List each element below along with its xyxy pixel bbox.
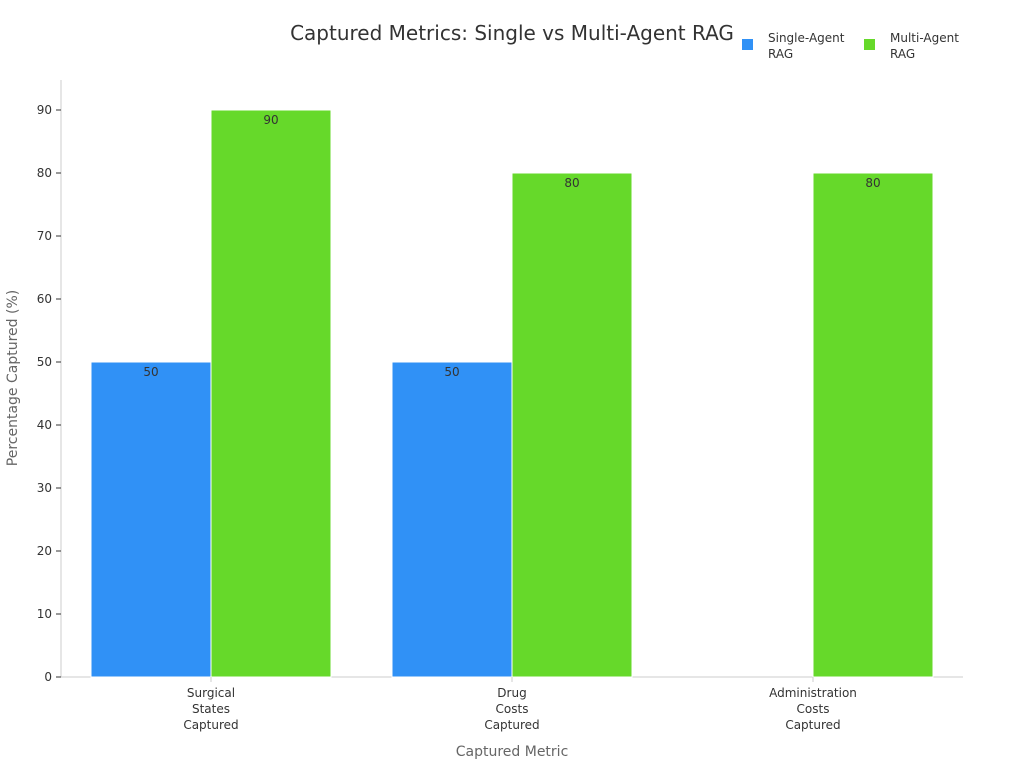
x-ticks: Surgical States Captured Drug Costs Captured A… [183, 677, 857, 732]
y-tick-label: 20 [37, 544, 52, 558]
legend-swatch [742, 39, 753, 50]
chart-title: Captured Metrics: Single vs Multi-Agent … [290, 21, 734, 45]
bar-value-label: 50 [444, 365, 459, 379]
bar-single-agent [90, 361, 212, 678]
bar-multi-agent [210, 109, 332, 678]
bar-labels: 50 90 50 80 80 [143, 113, 880, 379]
bar-single-agent [391, 361, 513, 678]
bar-value-label: 80 [865, 176, 880, 190]
legend-label: Multi-Agent RAG [890, 31, 959, 61]
y-tick-label: 0 [44, 670, 52, 684]
x-tick-label: Surgical States Captured [183, 686, 238, 732]
y-tick-label: 40 [37, 418, 52, 432]
bars [90, 109, 934, 678]
legend-label: Single-Agent RAG [768, 31, 845, 61]
y-tick-label: 10 [37, 607, 52, 621]
legend: Single-Agent RAG Multi-Agent RAG [742, 31, 959, 61]
y-tick-label: 50 [37, 355, 52, 369]
bar-multi-agent [511, 172, 633, 678]
bar-value-label: 90 [263, 113, 278, 127]
y-ticks: 0 10 20 30 40 50 60 70 80 90 [37, 103, 61, 684]
x-tick-label: Drug Costs Captured [484, 686, 539, 732]
y-tick-label: 30 [37, 481, 52, 495]
x-axis-title: Captured Metric [456, 744, 569, 760]
y-tick-label: 80 [37, 166, 52, 180]
y-tick-label: 70 [37, 229, 52, 243]
y-axis-title: Percentage Captured (%) [5, 290, 21, 466]
bar-value-label: 50 [143, 365, 158, 379]
bar-multi-agent [812, 172, 934, 678]
legend-swatch [864, 39, 875, 50]
x-tick-label: Administration Costs Captured [769, 686, 857, 732]
y-tick-label: 60 [37, 292, 52, 306]
y-tick-label: 90 [37, 103, 52, 117]
bar-value-label: 80 [564, 176, 579, 190]
